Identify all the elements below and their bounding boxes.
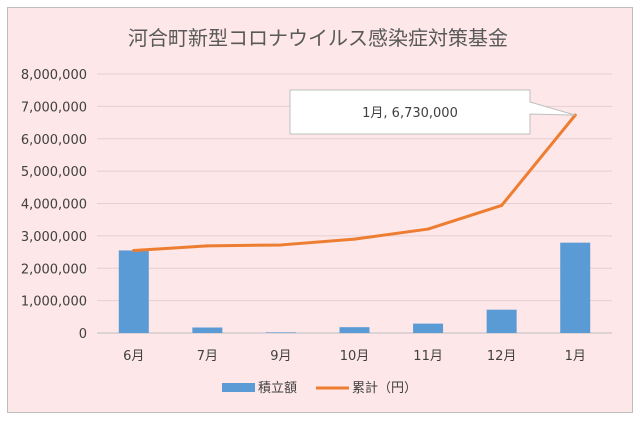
- y-tick-label: 7,000,000: [21, 100, 87, 115]
- bar: [486, 309, 517, 333]
- series-line: [132, 113, 577, 252]
- line-point: [132, 248, 136, 252]
- line-point: [279, 243, 283, 247]
- x-tick-label: 12月: [487, 349, 517, 364]
- x-tick-label: 11月: [413, 349, 443, 364]
- line-point: [500, 203, 504, 207]
- bar: [118, 250, 149, 333]
- x-tick-label: 1月: [565, 349, 586, 364]
- line-point: [353, 237, 356, 241]
- chart-title: 河合町新型コロナウイルス感染症対策基金: [128, 26, 508, 50]
- y-tick-label: 6,000,000: [21, 133, 87, 148]
- bar-series: [118, 242, 591, 333]
- callout-box: [289, 89, 576, 135]
- y-tick-label: 4,000,000: [21, 198, 87, 213]
- x-axis-ticks: 6月 7月 9月 10月 11月 12月 1月: [123, 349, 586, 364]
- callout: 1月, 6,730,000: [289, 89, 576, 135]
- x-tick-label: 6月: [123, 349, 144, 364]
- y-tick-label: 2,000,000: [21, 262, 87, 277]
- x-tick-label: 7月: [197, 349, 218, 364]
- bar: [192, 327, 223, 333]
- legend-swatch-bar: [222, 383, 255, 392]
- line-point: [205, 244, 209, 248]
- y-tick-label: 1,000,000: [21, 295, 87, 310]
- legend-label-line: 累計（円）: [352, 380, 417, 396]
- y-axis-ticks: 0 1,000,000 2,000,000 3,000,000 4,000,000 5,0…: [21, 68, 87, 342]
- y-tick-label: 0: [79, 327, 87, 342]
- bar: [339, 327, 370, 333]
- callout-label: 1月, 6,730,000: [362, 106, 458, 121]
- line-point: [426, 227, 430, 231]
- bar: [413, 323, 444, 333]
- chart-area: [7, 7, 633, 413]
- x-tick-label: 9月: [270, 349, 291, 364]
- legend: 積立額 累計（円）: [222, 380, 417, 396]
- legend-label-bar: 積立額: [258, 381, 297, 396]
- gridlines: [97, 73, 612, 334]
- y-tick-label: 3,000,000: [21, 230, 87, 245]
- y-tick-label: 8,000,000: [21, 68, 87, 83]
- x-tick-label: 10月: [340, 349, 370, 364]
- bar: [560, 242, 591, 333]
- bar: [265, 332, 296, 333]
- y-tick-label: 5,000,000: [21, 165, 87, 180]
